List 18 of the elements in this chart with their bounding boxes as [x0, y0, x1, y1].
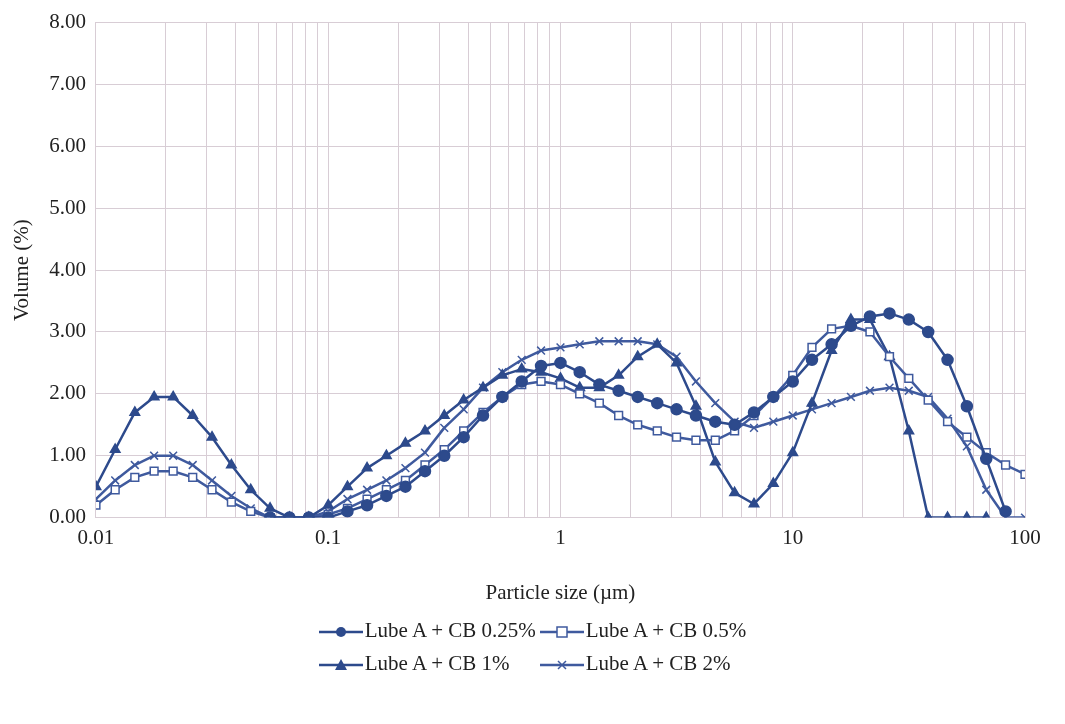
y-tick-label: 1.00	[49, 442, 86, 467]
y-axis-title: Volume (%)	[9, 219, 34, 321]
legend-label: Lube A + CB 0.5%	[585, 618, 747, 642]
y-tick-label: 2.00	[49, 380, 86, 405]
legend-label: Lube A + CB 2%	[585, 651, 731, 675]
x-tick-label: 10	[782, 524, 804, 549]
y-tick-label: 8.00	[49, 9, 86, 34]
legend-label: Lube A + CB 1%	[364, 651, 510, 675]
y-tick-label: 5.00	[49, 194, 86, 219]
y-tick-label: 6.00	[49, 132, 86, 157]
x-tick-label: 1	[555, 524, 566, 549]
y-tick-label: 7.00	[49, 70, 86, 95]
x-axis-title: Particle size (µm)	[485, 579, 636, 604]
y-tick-label: 3.00	[49, 318, 86, 343]
x-tick-label: 0.1	[315, 524, 342, 549]
y-tick-label: 4.00	[49, 256, 86, 281]
legend-label: Lube A + CB 0.25%	[364, 618, 536, 642]
x-tick-label: 100	[1009, 524, 1041, 549]
